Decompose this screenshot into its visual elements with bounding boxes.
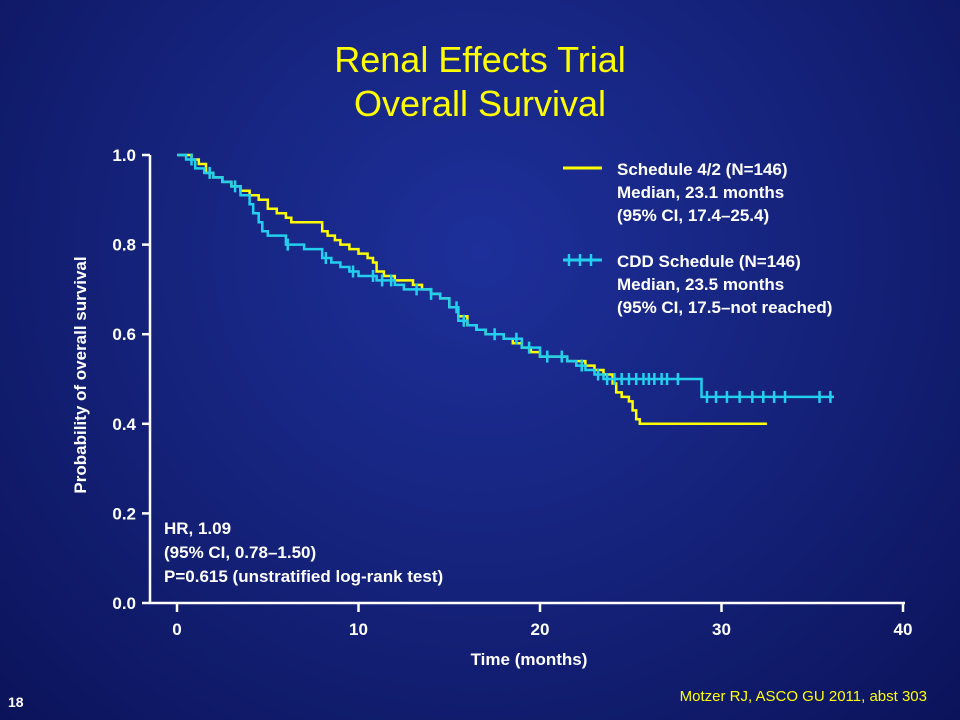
x-tick-label: 20	[531, 620, 550, 639]
legend-text: (95% CI, 17.5–not reached)	[617, 298, 832, 317]
legend-text: (95% CI, 17.4–25.4)	[617, 206, 769, 225]
legend-text: Median, 23.5 months	[617, 275, 784, 294]
annotation-line: (95% CI, 0.78–1.50)	[164, 543, 316, 562]
x-ticks: 0 10 20 30 40	[172, 603, 912, 639]
legend-entry-2: CDD Schedule (N=146) Median, 23.5 months (…	[563, 252, 832, 317]
citation: Motzer RJ, ASCO GU 2011, abst 303	[679, 688, 927, 705]
x-tick-label: 40	[894, 620, 913, 639]
y-tick-label: 0.6	[112, 325, 136, 344]
legend-entry-1: Schedule 4/2 (N=146) Median, 23.1 months (…	[563, 160, 788, 225]
y-ticks: 0.0 0.2 0.4 0.6 0.8 1.0	[112, 146, 150, 613]
legend-text: CDD Schedule (N=146)	[617, 252, 801, 271]
legend: Schedule 4/2 (N=146) Median, 23.1 months (…	[563, 160, 832, 317]
series-2	[177, 153, 834, 403]
y-axis-label: Probability of overall survival	[71, 256, 90, 493]
annotation-line: P=0.615 (unstratified log-rank test)	[164, 567, 443, 586]
legend-text: Median, 23.1 months	[617, 183, 784, 202]
y-tick-label: 0.2	[112, 504, 136, 523]
y-tick-label: 0.8	[112, 236, 136, 255]
legend-text: Schedule 4/2 (N=146)	[617, 160, 788, 179]
slide-number: 18	[8, 694, 24, 710]
chart-axes	[148, 155, 905, 605]
slide-title: Renal Effects Trial Overall Survival	[0, 38, 960, 126]
annotation-line: HR, 1.09	[164, 519, 231, 538]
x-tick-label: 30	[712, 620, 731, 639]
y-tick-label: 0.4	[112, 415, 136, 434]
title-line-2: Overall Survival	[353, 83, 607, 124]
y-tick-label: 0.0	[112, 594, 136, 613]
series-layer	[177, 153, 834, 426]
x-tick-label: 10	[349, 620, 368, 639]
x-tick-label: 0	[172, 620, 181, 639]
y-tick-label: 1.0	[112, 146, 136, 165]
x-axis-label: Time (months)	[471, 650, 588, 669]
title-line-1: Renal Effects Trial	[334, 39, 626, 80]
hr-annotation: HR, 1.09 (95% CI, 0.78–1.50) P=0.615 (unst…	[164, 519, 443, 586]
